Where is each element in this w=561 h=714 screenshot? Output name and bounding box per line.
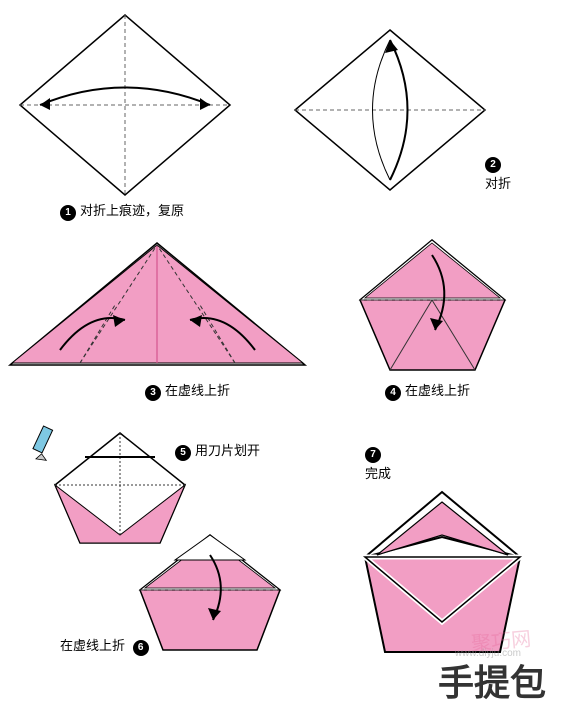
step4-num-badge: 4 <box>385 385 401 401</box>
step1-num-badge: 1 <box>60 205 76 221</box>
step-2: 2 对折 <box>290 25 490 195</box>
step5-label: 5 用刀片划开 <box>175 440 260 461</box>
step3-text: 在虚线上折 <box>165 383 230 398</box>
step4-diagram <box>355 235 510 380</box>
step-4: 4 在虚线上折 <box>355 235 510 401</box>
step5-num-badge: 5 <box>175 445 191 461</box>
step6-num-badge: 6 <box>133 640 149 656</box>
step6-text: 在虚线上折 <box>60 638 125 653</box>
step3-num-badge: 3 <box>145 385 161 401</box>
step1-diagram <box>15 10 235 200</box>
step-1: 1 对折上痕迹，复原 <box>15 10 235 221</box>
step7-num-badge: 7 <box>365 447 381 463</box>
step4-text: 在虚线上折 <box>405 383 470 398</box>
step-3: 3 在虚线上折 <box>5 235 310 401</box>
step2-diagram <box>290 25 490 195</box>
step1-label: 1 对折上痕迹，复原 <box>60 200 235 221</box>
step2-num-badge: 2 <box>485 157 501 173</box>
step7-label: 7 完成 <box>365 445 540 482</box>
step3-label: 3 在虚线上折 <box>145 380 310 401</box>
step4-label: 4 在虚线上折 <box>385 380 510 401</box>
step6-diagram <box>135 530 285 660</box>
step5-text: 用刀片划开 <box>195 443 260 458</box>
step3-diagram <box>5 235 310 380</box>
page-title: 手提包 <box>438 654 546 706</box>
step2-text: 对折 <box>485 176 511 191</box>
step6-label: 在虚线上折 6 <box>60 635 153 656</box>
step1-text: 对折上痕迹，复原 <box>80 203 184 218</box>
step-6: 在虚线上折 6 <box>135 530 285 660</box>
step7-text: 完成 <box>365 466 391 481</box>
step2-label: 2 对折 <box>485 155 511 192</box>
